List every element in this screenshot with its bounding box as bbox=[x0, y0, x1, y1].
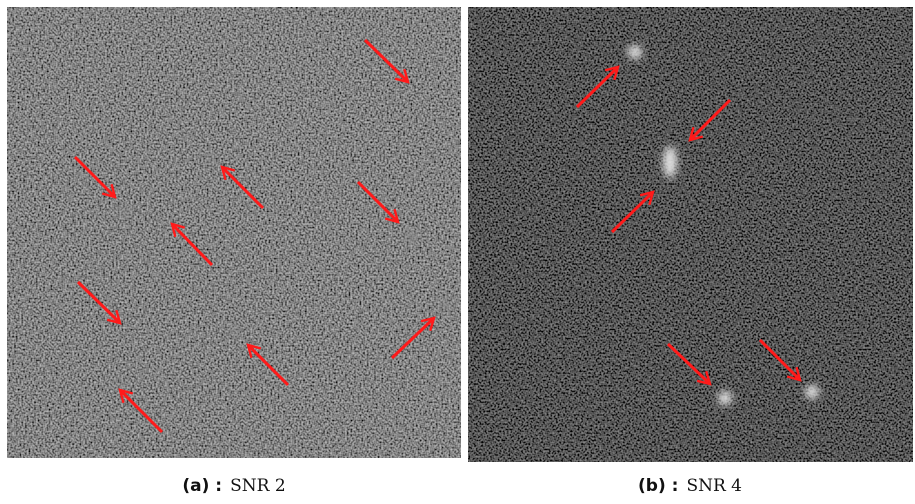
caption-text: SNR 2 bbox=[230, 476, 286, 496]
caption-a: (a) : SNR 2 bbox=[84, 476, 384, 496]
caption-label: (b) : bbox=[638, 476, 678, 496]
caption-text: SNR 4 bbox=[686, 476, 742, 496]
figure bbox=[0, 0, 915, 470]
panel-b-image bbox=[468, 7, 913, 462]
caption-label: (a) : bbox=[182, 476, 222, 496]
caption-b: (b) : SNR 4 bbox=[540, 476, 840, 496]
panel-a-image bbox=[7, 7, 461, 458]
page: (a) :SNR 2 (b) :SNR 4 (() => { const dat… bbox=[0, 0, 915, 504]
